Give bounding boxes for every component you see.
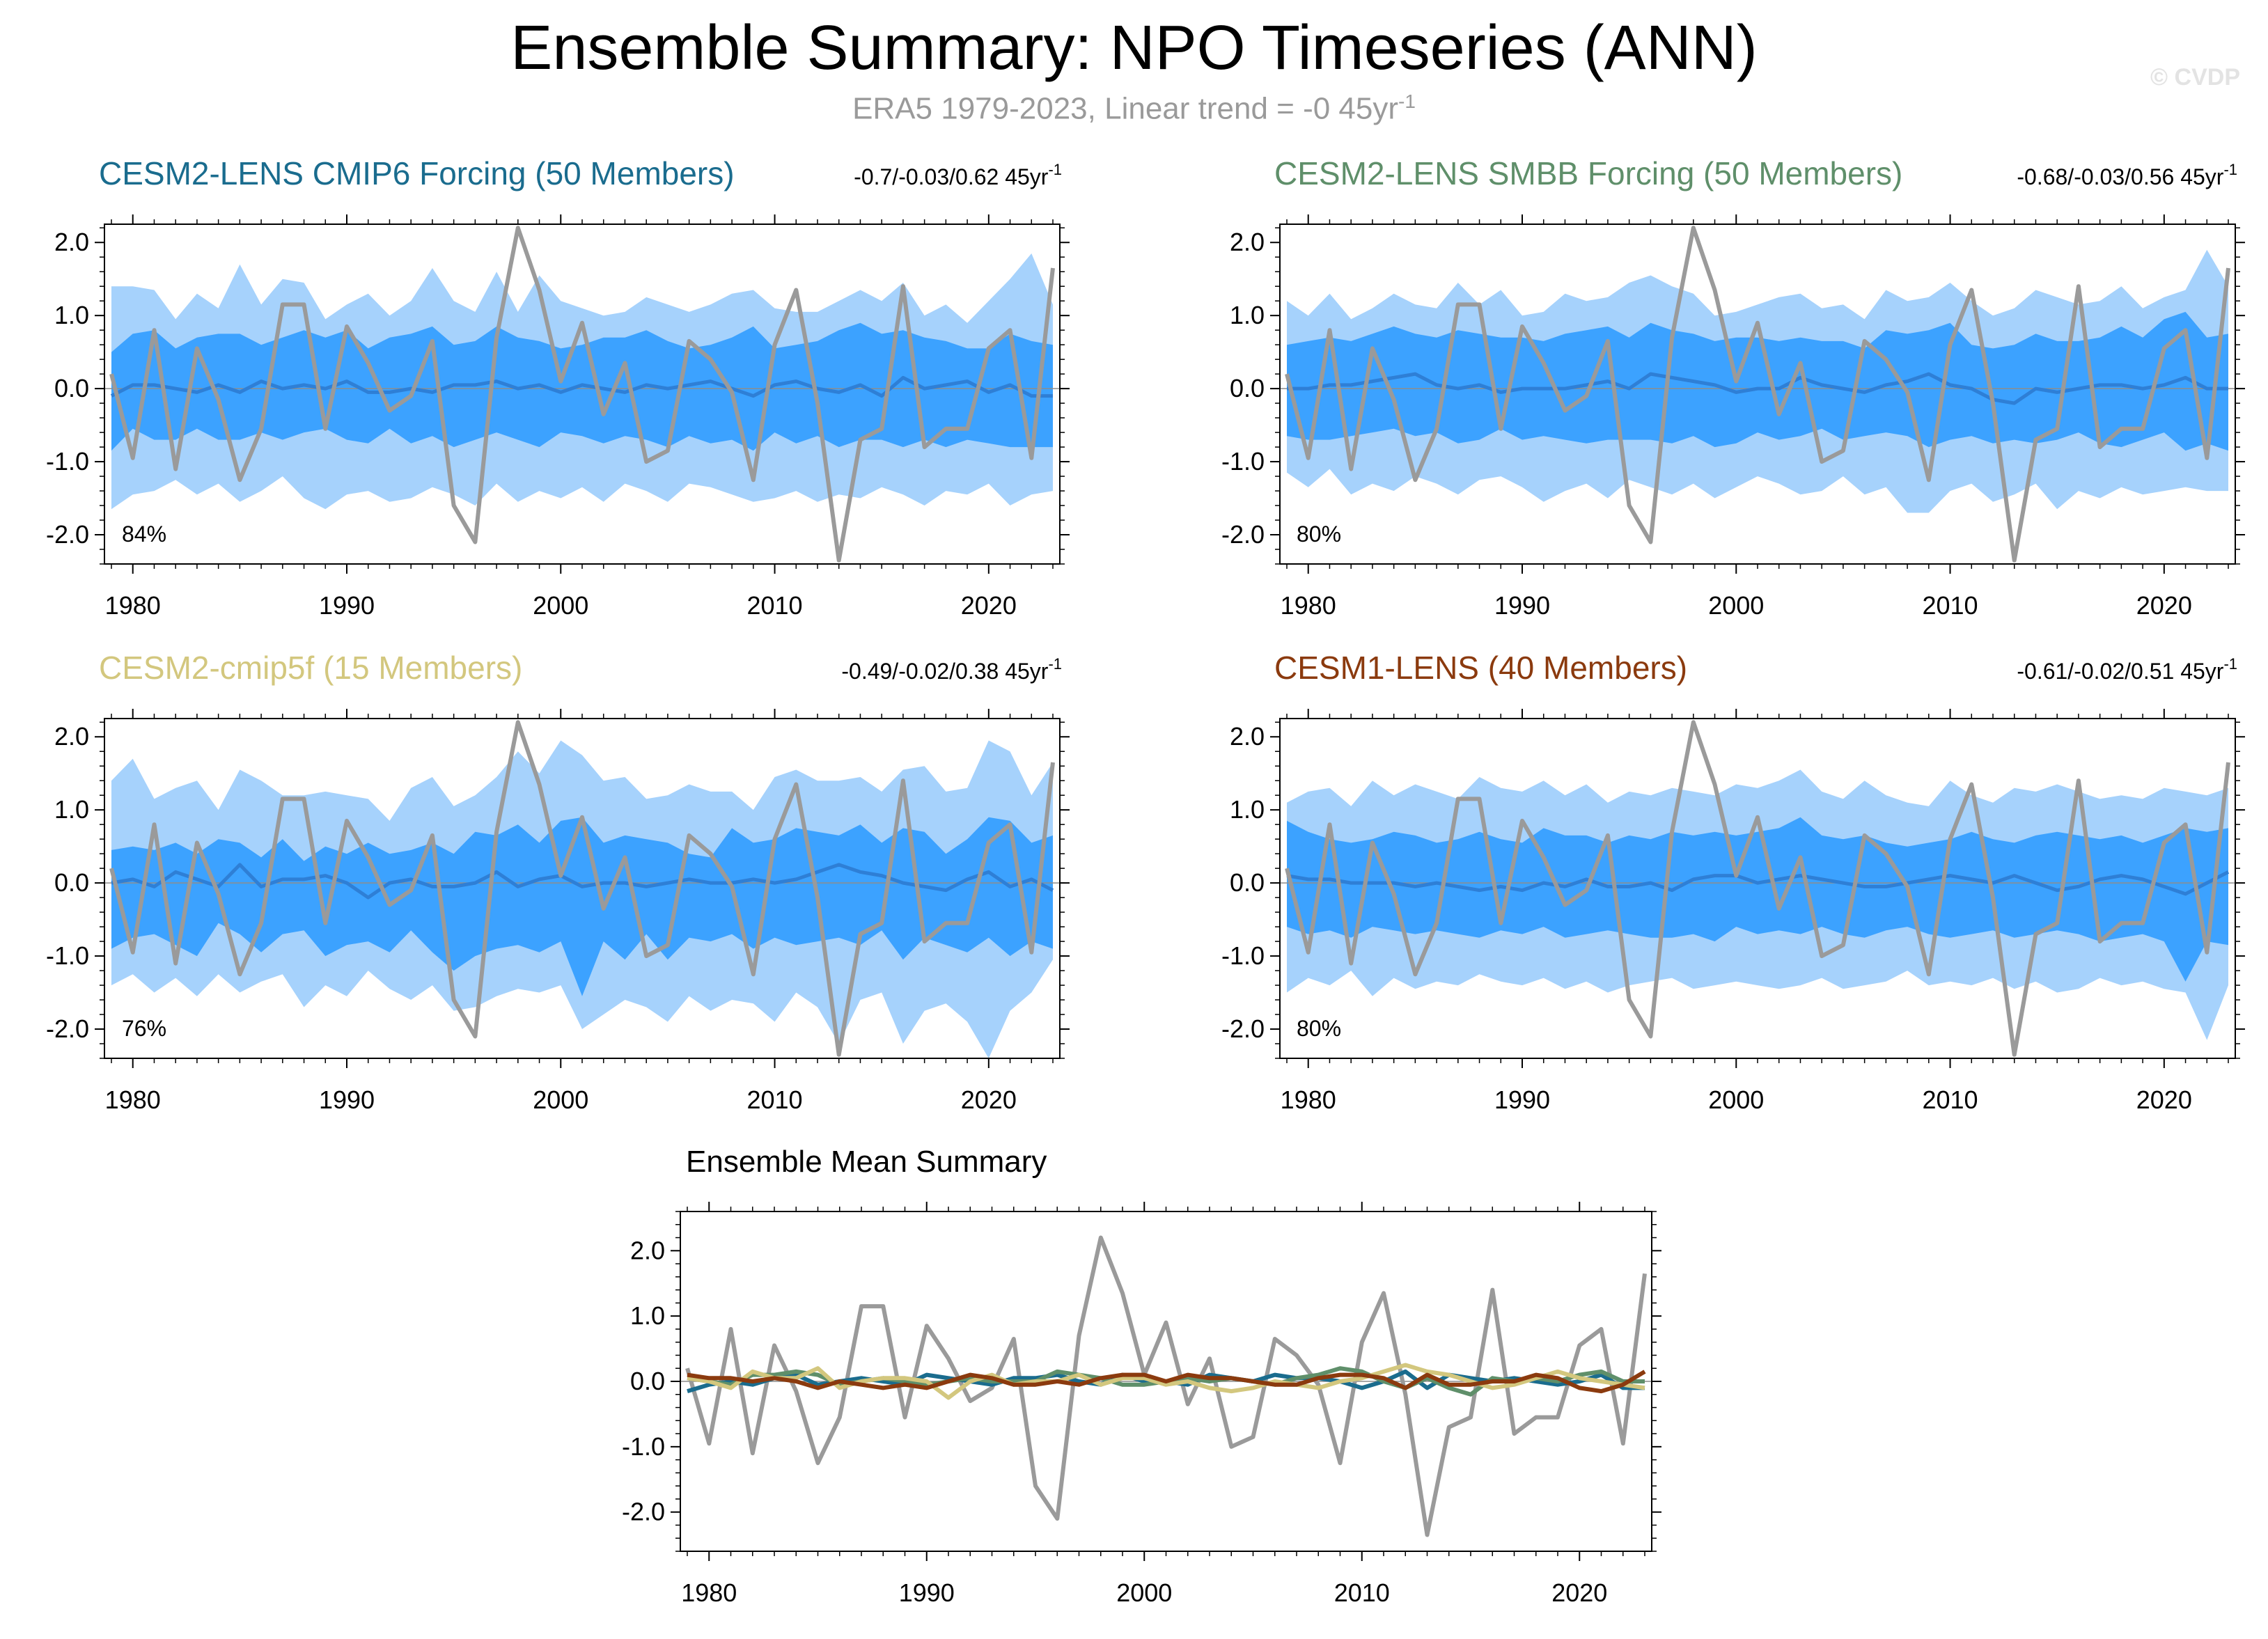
plot-area: [680, 1235, 1652, 1537]
x-tick-label: 2010: [1334, 1578, 1390, 1607]
x-tick-label: 2020: [961, 591, 1017, 620]
page-subtitle: ERA5 1979-2023, Linear trend = -0 45yr-1: [0, 91, 2268, 127]
x-tick-label: 2020: [2136, 591, 2192, 620]
plot-area: [104, 720, 1060, 1058]
trend-sup: -1: [2223, 161, 2237, 178]
trend-label: -0.49/-0.02/0.38 45yr-1: [841, 655, 1062, 684]
x-tick-label: 2000: [1708, 1085, 1764, 1114]
y-tick-label: 0.0: [54, 374, 89, 402]
chart-panel-4: CESM1-LENS (40 Members) -0.61/-0.02/0.51 …: [1221, 650, 2245, 1114]
chart-panel-3: CESM2-cmip5f (15 Members) -0.49/-0.02/0.3…: [46, 650, 1070, 1114]
x-tick-label: 1980: [681, 1578, 737, 1607]
x-tick-label: 2010: [746, 1085, 802, 1114]
plot-area: [1280, 720, 2235, 1057]
x-tick-label: 2020: [961, 1085, 1017, 1114]
x-tick-label: 2000: [533, 1085, 588, 1114]
y-tick-label: 0.0: [1230, 374, 1265, 402]
y-tick-label: 1.0: [54, 795, 89, 824]
inner-spread-band: [1287, 817, 2228, 982]
x-tick-label: 2000: [1708, 591, 1764, 620]
chart-title: CESM2-LENS SMBB Forcing (50 Members): [1274, 155, 1902, 191]
y-tick-label: -2.0: [622, 1498, 665, 1526]
percent-label: 80%: [1297, 1016, 1341, 1041]
trend-text: -0.7/-0.03/0.62 45yr: [854, 164, 1049, 189]
observed-line: [1285, 226, 2230, 563]
y-tick-label: 1.0: [1230, 301, 1265, 329]
y-tick-label: 0.0: [54, 868, 89, 897]
y-tick-label: -1.0: [622, 1432, 665, 1461]
y-tick-label: 0.0: [1230, 868, 1265, 897]
y-tick-label: 2.0: [630, 1236, 665, 1264]
y-tick-label: 2.0: [54, 722, 89, 751]
observed-line: [1285, 720, 2230, 1057]
y-tick-label: 2.0: [1230, 722, 1265, 751]
series-line: [687, 1370, 1646, 1394]
trend-text: -0.68/-0.03/0.56 45yr: [2017, 164, 2223, 189]
x-tick-label: 2010: [1922, 1085, 1978, 1114]
chart-title: Ensemble Mean Summary: [686, 1145, 1047, 1179]
y-tick-label: -2.0: [46, 1014, 89, 1043]
x-tick-label: 1980: [1281, 1085, 1336, 1114]
chart-title: CESM2-LENS CMIP6 Forcing (50 Members): [99, 155, 735, 191]
subtitle-sup: -1: [1398, 91, 1416, 112]
y-tick-label: -2.0: [1221, 520, 1265, 549]
y-tick-label: -2.0: [1221, 1014, 1265, 1043]
x-tick-label: 1980: [1281, 591, 1336, 620]
y-tick-label: -1.0: [46, 941, 89, 970]
trend-label: -0.7/-0.03/0.62 45yr-1: [854, 161, 1062, 189]
y-tick-label: 2.0: [54, 228, 89, 256]
chart-panel-1: CESM2-LENS CMIP6 Forcing (50 Members) -0.…: [46, 155, 1070, 620]
trend-label: -0.61/-0.02/0.51 45yr-1: [2017, 655, 2237, 684]
series-line: [687, 1363, 1645, 1400]
plot-area: [104, 226, 1060, 563]
x-tick-label: 1990: [1494, 591, 1550, 620]
x-tick-label: 1990: [319, 1085, 375, 1114]
chart-title: CESM1-LENS (40 Members): [1274, 650, 1687, 686]
chart-panel-5: Ensemble Mean Summary 2.0 1.0 0.0 -1.0 -2.0 19…: [622, 1145, 1661, 1607]
percent-label: 76%: [122, 1016, 166, 1041]
y-tick-label: -1.0: [46, 447, 89, 476]
credit-watermark: © CVDP: [2150, 64, 2240, 91]
y-tick-label: 1.0: [54, 301, 89, 329]
trend-sup: -1: [2223, 655, 2237, 673]
x-tick-label: 2010: [746, 591, 802, 620]
y-tick-label: -1.0: [1221, 447, 1265, 476]
x-tick-label: 1990: [899, 1578, 955, 1607]
trend-sup: -1: [1048, 655, 1062, 673]
x-tick-label: 2020: [1551, 1578, 1607, 1607]
chart-panel-2: CESM2-LENS SMBB Forcing (50 Members) -0.6…: [1221, 155, 2245, 620]
y-tick-label: 2.0: [1230, 228, 1265, 256]
y-tick-label: -1.0: [1221, 941, 1265, 970]
x-tick-label: 1980: [105, 591, 161, 620]
y-tick-label: 1.0: [630, 1301, 665, 1330]
chart-title: CESM2-cmip5f (15 Members): [99, 650, 522, 686]
plot-area: [1280, 226, 2235, 563]
observed-line: [109, 226, 1055, 563]
x-tick-label: 2020: [2136, 1085, 2192, 1114]
observed-line: [109, 720, 1055, 1057]
x-tick-label: 2000: [533, 591, 588, 620]
y-tick-label: 1.0: [1230, 795, 1265, 824]
subtitle-text: ERA5 1979-2023, Linear trend = -0 45yr: [852, 91, 1399, 126]
x-tick-label: 2000: [1116, 1578, 1172, 1607]
trend-sup: -1: [1048, 161, 1062, 178]
y-tick-label: -2.0: [46, 520, 89, 549]
y-tick-label: 0.0: [630, 1367, 665, 1395]
trend-text: -0.61/-0.02/0.51 45yr: [2017, 659, 2223, 684]
x-tick-label: 1990: [319, 591, 375, 620]
percent-label: 84%: [122, 522, 166, 547]
inner-spread-band: [111, 817, 1053, 996]
trend-text: -0.49/-0.02/0.38 45yr: [841, 659, 1048, 684]
x-tick-label: 1990: [1494, 1085, 1550, 1114]
percent-label: 80%: [1297, 522, 1341, 547]
trend-label: -0.68/-0.03/0.56 45yr-1: [2017, 161, 2237, 189]
page-title: Ensemble Summary: NPO Timeseries (ANN): [510, 13, 1758, 83]
x-tick-label: 2010: [1922, 591, 1978, 620]
x-tick-label: 1980: [105, 1085, 161, 1114]
